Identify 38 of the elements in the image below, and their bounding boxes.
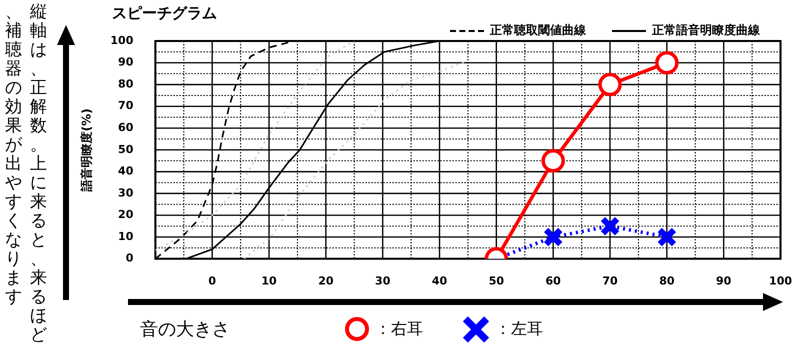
y-tick-label: 10 — [118, 230, 134, 243]
y-tick-label: 20 — [118, 208, 134, 222]
x-tick-label: 70 — [602, 274, 618, 288]
point — [541, 149, 565, 173]
legend-label: 正常語音明瞭度曲線 — [652, 22, 760, 39]
x-tick-label: 100 — [769, 274, 792, 288]
line-series — [155, 41, 356, 251]
point — [598, 72, 622, 96]
x-tick-label: 30 — [375, 274, 391, 288]
point — [600, 216, 620, 236]
x-tick-label: 20 — [318, 274, 334, 288]
x-axis-title: 音の大きさ — [140, 318, 230, 341]
x-tick-label: 10 — [261, 274, 278, 288]
legend-label: 正常聴取閾値曲線 — [490, 22, 586, 39]
text: 縦軸は、正解数。上に来ると、来るほど、補聴器の効果が出やすくなります — [5, 2, 47, 345]
y-tick-label: 100 — [110, 34, 134, 47]
line-series — [243, 60, 469, 259]
x-tick-label: 50 — [488, 274, 504, 288]
chart-title: スピーチグラム — [112, 4, 217, 23]
x-tick-label: 90 — [716, 274, 732, 288]
y-tick-label: 30 — [118, 186, 134, 200]
x-tick-label: 0 — [208, 274, 216, 288]
y-tick-label: 50 — [118, 142, 134, 156]
point — [543, 226, 564, 248]
y-tick-label: 0 — [126, 252, 134, 265]
legend-label: ：左耳 — [495, 318, 543, 340]
y-tick-label: 40 — [118, 164, 134, 178]
point — [655, 51, 679, 75]
y-axis-title: 語音明瞭度(%) — [79, 108, 94, 192]
y-tick-label: 70 — [118, 99, 134, 112]
x-tick-label: 80 — [659, 274, 675, 288]
y-tick-label: 60 — [118, 120, 134, 134]
legend-label: ：右耳 — [375, 318, 423, 340]
x-tick-label: 60 — [546, 274, 562, 288]
y-tick-label: 80 — [118, 77, 134, 90]
point — [656, 226, 677, 248]
x-tick-label: 40 — [432, 274, 448, 288]
y-tick-label: 90 — [118, 56, 134, 69]
